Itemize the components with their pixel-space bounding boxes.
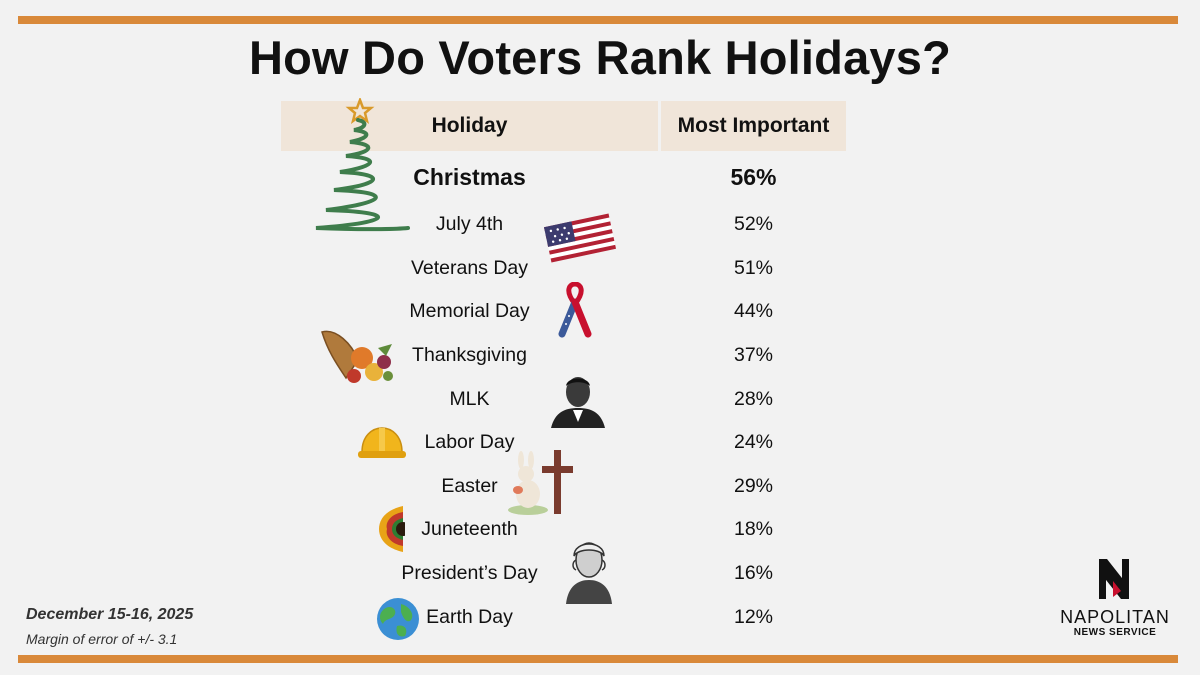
sunflower-icon xyxy=(379,506,405,552)
most-important-value: 44% xyxy=(733,300,774,323)
holiday-name: Easter xyxy=(441,474,498,497)
holiday-ranking-table: Holiday Most Important Christmas 56% July … xyxy=(281,101,846,639)
table-body: Christmas 56% July 4th 52% Veterans Day 51% Me… xyxy=(281,151,846,639)
table-row: Juneteenth 18% xyxy=(281,508,846,552)
top-accent-bar xyxy=(18,16,1178,24)
header-holiday: Holiday xyxy=(281,101,658,151)
logo-name: NAPOLITAN xyxy=(1060,607,1170,627)
table-row: Memorial Day 44% xyxy=(281,290,846,334)
most-important-value: 16% xyxy=(733,562,774,585)
table-row: Thanksgiving 37% xyxy=(281,334,846,378)
holiday-name: Christmas xyxy=(413,163,526,190)
easter-bunny-cross-icon xyxy=(508,450,573,515)
holiday-name: Thanksgiving xyxy=(412,344,527,367)
table-row: MLK 28% xyxy=(281,377,846,421)
holiday-name: President’s Day xyxy=(401,562,538,585)
logo-subtitle: NEWS SERVICE xyxy=(1073,627,1157,638)
cornucopia-icon xyxy=(321,330,393,383)
us-flag-icon xyxy=(543,213,617,263)
table-row: Veterans Day 51% xyxy=(281,247,846,291)
washington-portrait-icon xyxy=(566,542,612,604)
survey-date: December 15-16, 2025 xyxy=(26,606,194,623)
ribbon-icon xyxy=(558,282,592,338)
holiday-name: Juneteenth xyxy=(421,518,518,541)
hard-hat-icon xyxy=(358,427,406,458)
holiday-name: Labor Day xyxy=(424,431,515,454)
napolitan-logo: NAPOLITAN NEWS SERVICE xyxy=(1045,555,1185,640)
table-row: Earth Day 12% xyxy=(281,595,846,639)
bottom-accent-bar xyxy=(18,655,1178,663)
holiday-name: July 4th xyxy=(435,213,504,236)
christmas-tree-icon xyxy=(315,98,410,232)
holiday-name: MLK xyxy=(449,387,490,410)
most-important-value: 12% xyxy=(733,605,774,628)
margin-of-error: Margin of error of +/- 3.1 xyxy=(26,631,178,647)
most-important-value: 56% xyxy=(730,163,777,190)
napolitan-n-icon xyxy=(1099,559,1129,599)
table-header: Holiday Most Important xyxy=(281,101,846,151)
holiday-name: Earth Day xyxy=(426,605,513,628)
table-row: President’s Day 16% xyxy=(281,552,846,596)
most-important-value: 37% xyxy=(733,344,774,367)
most-important-value: 29% xyxy=(733,474,774,497)
most-important-value: 24% xyxy=(733,431,774,454)
holiday-name: Veterans Day xyxy=(410,256,529,279)
most-important-value: 18% xyxy=(733,518,774,541)
holiday-name: Memorial Day xyxy=(409,300,530,323)
page-title: How Do Voters Rank Holidays? xyxy=(248,31,952,84)
table-row: Christmas 56% xyxy=(281,151,846,203)
most-important-value: 28% xyxy=(733,387,774,410)
table-row: July 4th 52% xyxy=(281,203,846,247)
table-row: Labor Day 24% xyxy=(281,421,846,465)
mlk-portrait-icon xyxy=(551,377,605,428)
header-most-important: Most Important xyxy=(661,101,846,151)
table-row: Easter 29% xyxy=(281,465,846,509)
most-important-value: 51% xyxy=(733,256,774,279)
earth-globe-icon xyxy=(377,598,419,640)
most-important-value: 52% xyxy=(733,213,774,236)
